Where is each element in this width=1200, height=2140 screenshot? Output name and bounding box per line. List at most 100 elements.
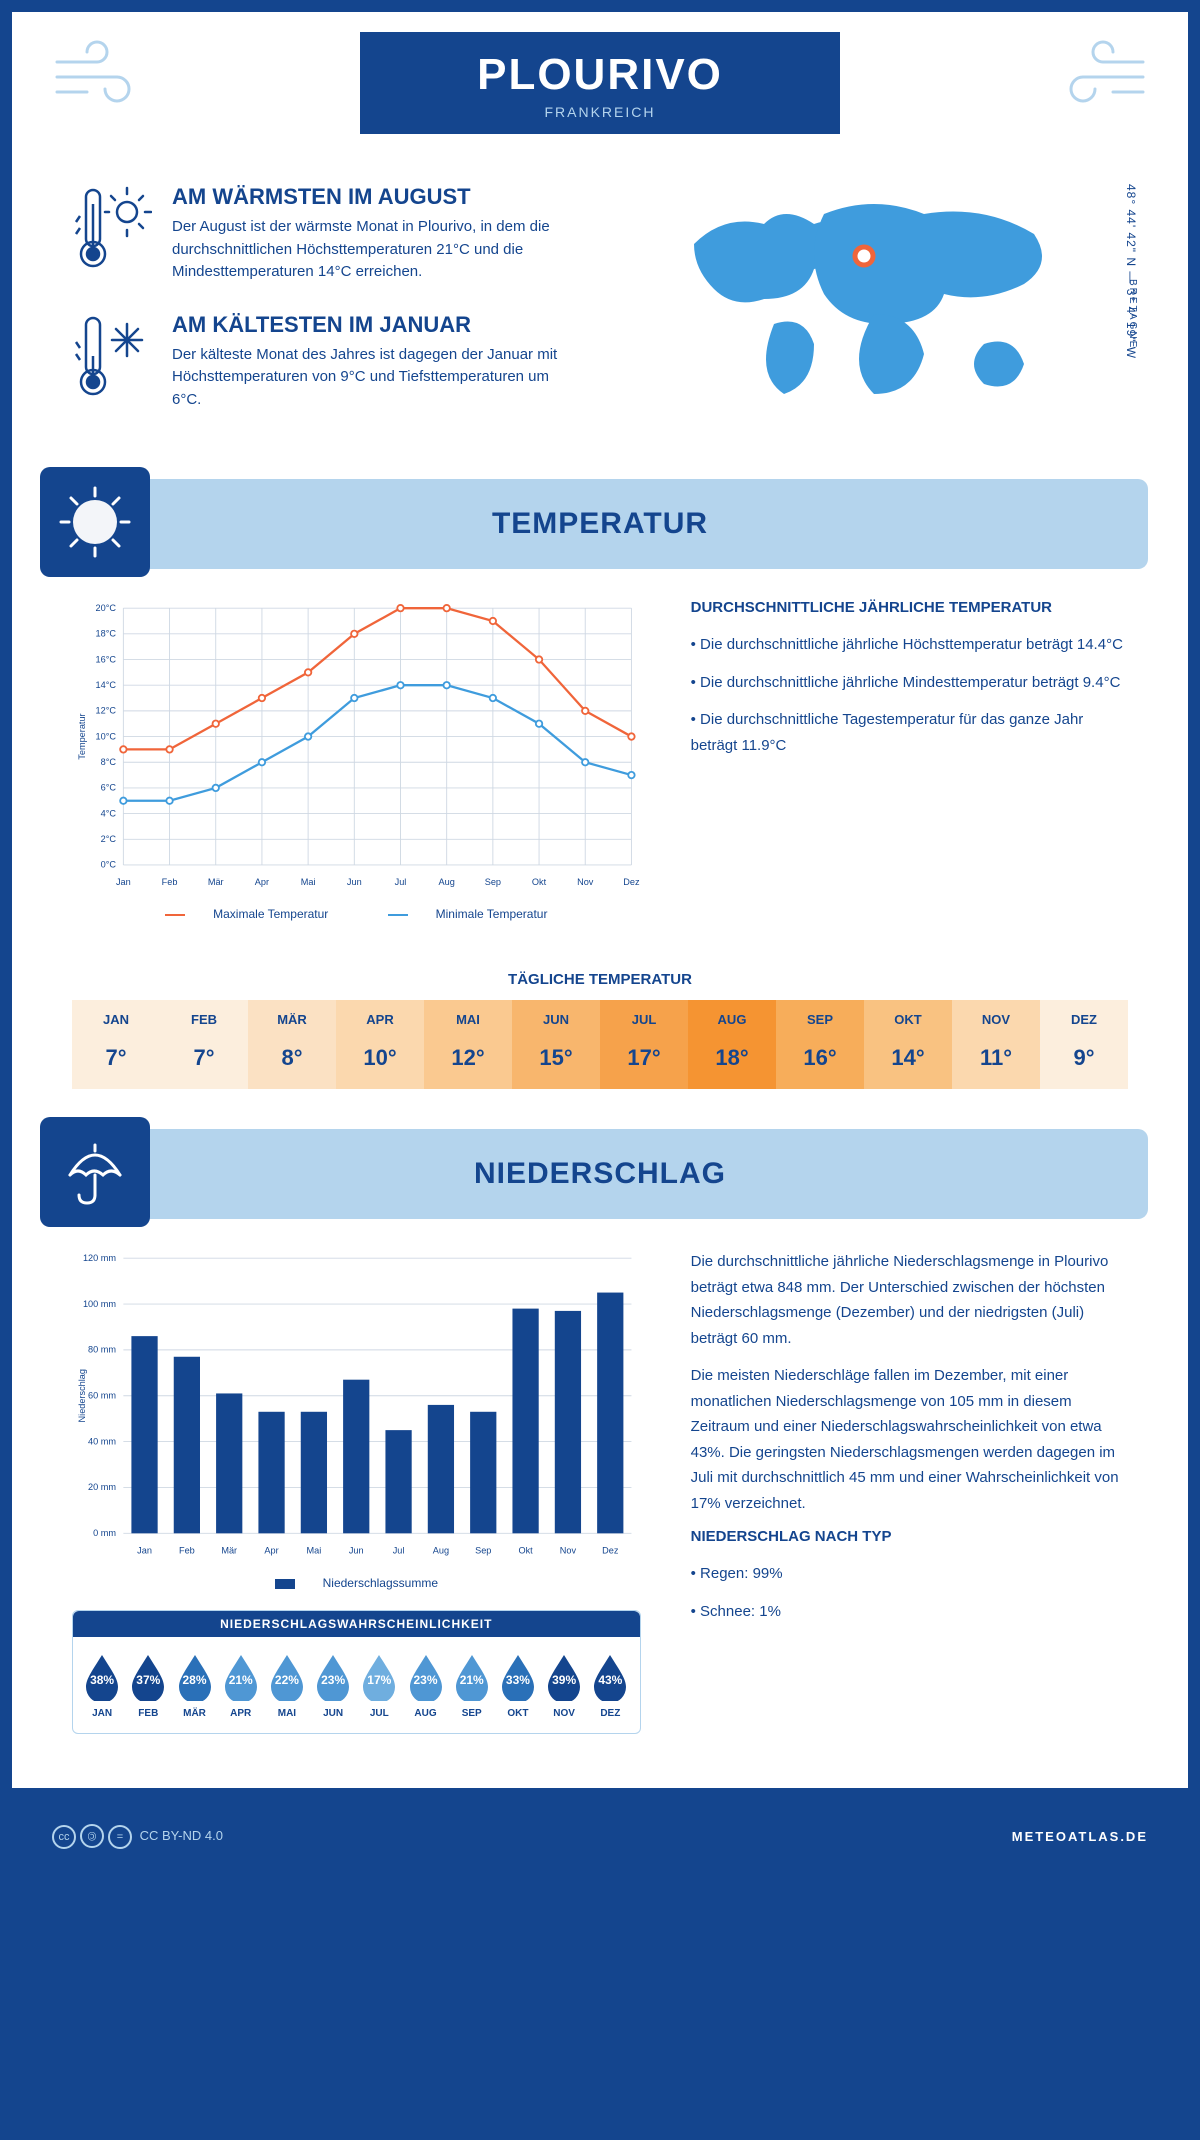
sun-icon: [40, 467, 150, 577]
fact-warmest: AM WÄRMSTEN IM AUGUST Der August ist der…: [72, 184, 580, 284]
svg-text:Dez: Dez: [623, 877, 640, 887]
probability-drop: 22%MAI: [267, 1651, 307, 1719]
svg-text:Jun: Jun: [349, 1546, 364, 1556]
probability-drop: 43%DEZ: [590, 1651, 630, 1719]
precip-type-item: Schnee: 1%: [691, 1599, 1128, 1625]
umbrella-icon: [40, 1117, 150, 1227]
svg-text:12°C: 12°C: [96, 706, 117, 716]
precip-type-item: Regen: 99%: [691, 1561, 1128, 1587]
precip-legend: Niederschlagssumme: [72, 1576, 641, 1590]
svg-text:Nov: Nov: [577, 877, 594, 887]
precip-p1: Die durchschnittliche jährliche Niedersc…: [691, 1249, 1128, 1351]
svg-text:Aug: Aug: [433, 1546, 449, 1556]
temp-cell: NOV11°: [952, 1000, 1040, 1089]
probability-drops: 38%JAN37%FEB28%MÄR21%APR22%MAI23%JUN17%J…: [73, 1637, 640, 1719]
svg-text:Jan: Jan: [137, 1546, 152, 1556]
world-map: [620, 184, 1128, 404]
svg-text:Okt: Okt: [532, 877, 547, 887]
svg-text:40 mm: 40 mm: [88, 1437, 116, 1447]
temp-bullet: Die durchschnittliche jährliche Mindestt…: [691, 670, 1128, 696]
svg-text:Jul: Jul: [395, 877, 407, 887]
fact-cold-text: Der kälteste Monat des Jahres ist dagege…: [172, 344, 580, 412]
svg-text:Mai: Mai: [307, 1546, 322, 1556]
svg-text:Dez: Dez: [602, 1546, 619, 1556]
svg-text:100 mm: 100 mm: [83, 1299, 116, 1309]
temp-cell: APR10°: [336, 1000, 424, 1089]
probability-drop: 39%NOV: [544, 1651, 584, 1719]
svg-text:Mai: Mai: [301, 877, 316, 887]
fact-coldest: AM KÄLTESTEN IM JANUAR Der kälteste Mona…: [72, 312, 580, 412]
svg-text:Jun: Jun: [347, 877, 362, 887]
temp-cell: AUG18°: [688, 1000, 776, 1089]
svg-text:Feb: Feb: [179, 1546, 195, 1556]
svg-text:2°C: 2°C: [101, 834, 117, 844]
svg-text:0 mm: 0 mm: [93, 1529, 116, 1539]
svg-text:Temperatur: Temperatur: [77, 713, 87, 759]
precipitation-bar-chart: 0 mm20 mm40 mm60 mm80 mm100 mm120 mmJanF…: [72, 1249, 641, 1561]
svg-text:20°C: 20°C: [96, 603, 117, 613]
title-banner: PLOURIVO FRANKREICH: [360, 32, 840, 134]
svg-text:Feb: Feb: [162, 877, 178, 887]
svg-text:Mär: Mär: [208, 877, 224, 887]
precip-type-title: NIEDERSCHLAG NACH TYP: [691, 1528, 1128, 1545]
temp-cell: FEB7°: [160, 1000, 248, 1089]
fact-warm-title: AM WÄRMSTEN IM AUGUST: [172, 184, 580, 210]
thermometer-snow-icon: [72, 312, 152, 402]
footer: cc🄯= CC BY-ND 4.0 METEOATLAS.DE: [12, 1808, 1188, 1865]
svg-text:14°C: 14°C: [96, 680, 117, 690]
svg-text:Aug: Aug: [439, 877, 455, 887]
svg-text:16°C: 16°C: [96, 654, 117, 664]
daily-temp-table: JAN7°FEB7°MÄR8°APR10°MAI12°JUN15°JUL17°A…: [72, 1000, 1128, 1089]
country-subtitle: FRANKREICH: [440, 104, 760, 120]
hero: PLOURIVO FRANKREICH: [12, 12, 1188, 174]
probability-title: NIEDERSCHLAGSWAHRSCHEINLICHKEIT: [73, 1611, 640, 1637]
svg-text:6°C: 6°C: [101, 783, 117, 793]
section-header-temperature: TEMPERATUR: [52, 479, 1148, 569]
temp-cell: MAI12°: [424, 1000, 512, 1089]
wind-icon-right: [1048, 32, 1148, 126]
thermometer-sun-icon: [72, 184, 152, 274]
probability-drop: 17%JUL: [359, 1651, 399, 1719]
probability-drop: 23%JUN: [313, 1651, 353, 1719]
svg-text:18°C: 18°C: [96, 629, 117, 639]
probability-drop: 28%MÄR: [175, 1651, 215, 1719]
svg-text:Jul: Jul: [393, 1546, 405, 1556]
precipitation-content: 0 mm20 mm40 mm60 mm80 mm100 mm120 mmJanF…: [12, 1249, 1188, 1764]
precipitation-title: NIEDERSCHLAG: [474, 1157, 726, 1191]
probability-box: NIEDERSCHLAGSWAHRSCHEINLICHKEIT 38%JAN37…: [72, 1610, 641, 1734]
fact-warm-text: Der August ist der wärmste Monat in Plou…: [172, 216, 580, 284]
temp-cell: OKT14°: [864, 1000, 952, 1089]
svg-text:Nov: Nov: [560, 1546, 577, 1556]
temp-legend: Maximale Temperatur Minimale Temperatur: [72, 907, 641, 921]
probability-drop: 21%SEP: [452, 1651, 492, 1719]
svg-text:80 mm: 80 mm: [88, 1345, 116, 1355]
temp-cell: JAN7°: [72, 1000, 160, 1089]
svg-text:Jan: Jan: [116, 877, 131, 887]
svg-text:Sep: Sep: [485, 877, 501, 887]
section-header-precipitation: NIEDERSCHLAG: [52, 1129, 1148, 1219]
intro-row: AM WÄRMSTEN IM AUGUST Der August ist der…: [12, 174, 1188, 479]
temp-cell: MÄR8°: [248, 1000, 336, 1089]
fact-cold-title: AM KÄLTESTEN IM JANUAR: [172, 312, 580, 338]
precip-type-list: Regen: 99% Schnee: 1%: [691, 1561, 1128, 1624]
temperature-title: TEMPERATUR: [492, 507, 708, 541]
temperature-content: 0°C2°C4°C6°C8°C10°C12°C14°C16°C18°C20°CJ…: [12, 599, 1188, 951]
temp-cell: JUN15°: [512, 1000, 600, 1089]
probability-drop: 38%JAN: [82, 1651, 122, 1719]
svg-text:4°C: 4°C: [101, 808, 117, 818]
temp-bullet: Die durchschnittliche Tagestemperatur fü…: [691, 707, 1128, 758]
temp-cell: SEP16°: [776, 1000, 864, 1089]
cc-icons: cc🄯=: [52, 1828, 136, 1843]
license-text: CC BY-ND 4.0: [140, 1828, 223, 1843]
probability-drop: 37%FEB: [128, 1651, 168, 1719]
temp-info-title: DURCHSCHNITTLICHE JÄHRLICHE TEMPERATUR: [691, 599, 1128, 616]
svg-text:Niederschlag: Niederschlag: [77, 1369, 87, 1422]
svg-text:20 mm: 20 mm: [88, 1483, 116, 1493]
temp-info-list: Die durchschnittliche jährliche Höchstte…: [691, 632, 1128, 758]
svg-text:120 mm: 120 mm: [83, 1253, 116, 1263]
svg-text:Apr: Apr: [255, 877, 269, 887]
svg-text:Apr: Apr: [264, 1546, 278, 1556]
probability-drop: 33%OKT: [498, 1651, 538, 1719]
site-name: METEOATLAS.DE: [1012, 1829, 1148, 1844]
temp-bullet: Die durchschnittliche jährliche Höchstte…: [691, 632, 1128, 658]
